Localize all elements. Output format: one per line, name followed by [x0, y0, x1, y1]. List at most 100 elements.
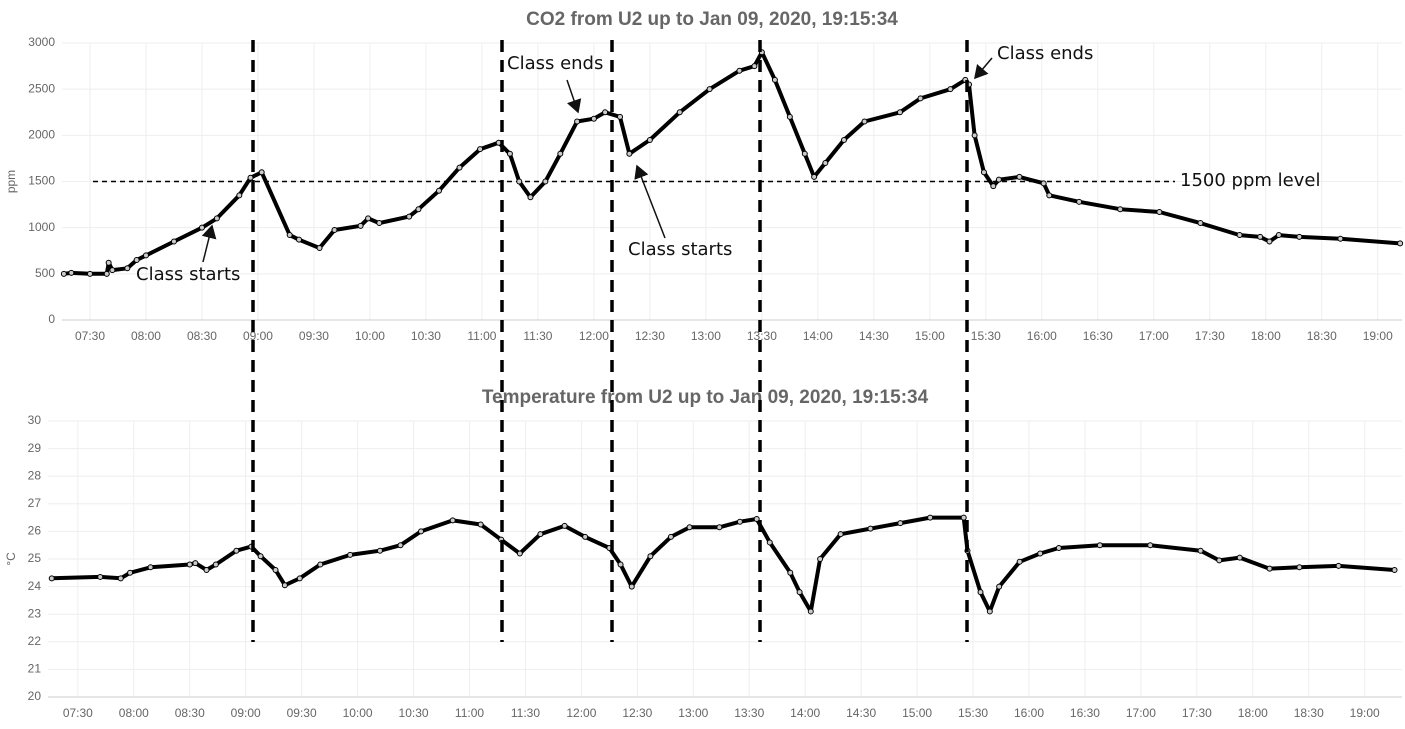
- data-point: [771, 76, 778, 83]
- y-tick-label: 25: [28, 551, 42, 565]
- data-point: [1037, 550, 1044, 557]
- data-point: [105, 259, 112, 266]
- data-point: [561, 522, 568, 529]
- data-point: [817, 556, 824, 562]
- data-point: [296, 575, 303, 582]
- x-tick-label: 15:00: [915, 329, 945, 343]
- data-point: [807, 608, 814, 615]
- data-point: [316, 244, 323, 251]
- data-point: [1096, 542, 1103, 549]
- arrow: [201, 224, 217, 263]
- data-point: [590, 115, 597, 122]
- data-point: [1016, 173, 1023, 180]
- data-point: [811, 173, 818, 180]
- data-point: [960, 514, 967, 521]
- data-point: [435, 187, 442, 194]
- data-point: [357, 222, 364, 229]
- x-tick-label: 10:00: [355, 329, 385, 343]
- data-point: [786, 113, 793, 120]
- data-point: [48, 575, 55, 582]
- x-tick-label: 16:30: [1083, 329, 1113, 343]
- data-point: [331, 226, 338, 233]
- data-point: [103, 270, 110, 277]
- data-point: [736, 67, 743, 74]
- x-tick-label: 11:00: [467, 329, 496, 343]
- data-point: [676, 109, 683, 116]
- x-tick-label: 07:30: [75, 329, 105, 343]
- data-point: [281, 582, 288, 589]
- data-point: [406, 213, 413, 220]
- y-tick-label: 1500: [28, 174, 55, 188]
- data-point: [516, 178, 523, 185]
- x-tick-label: 13:30: [747, 329, 777, 343]
- x-tick-label: 14:30: [859, 329, 889, 343]
- data-point: [837, 531, 844, 538]
- data-point: [213, 215, 220, 222]
- data-point: [109, 267, 116, 274]
- data-point: [418, 528, 425, 535]
- data-point: [347, 551, 354, 558]
- x-tick-label: 16:00: [1014, 706, 1044, 720]
- data-point: [365, 215, 372, 222]
- data-point: [796, 589, 803, 596]
- data-point: [647, 553, 654, 560]
- data-point: [995, 176, 1002, 183]
- x-tick-label: 15:30: [971, 329, 1001, 343]
- data-point: [574, 118, 581, 125]
- x-tick-label: 08:00: [131, 329, 161, 343]
- data-point: [1296, 233, 1303, 240]
- data-point: [506, 150, 513, 157]
- x-tick-label: 17:00: [1139, 329, 1169, 343]
- data-point: [170, 238, 177, 245]
- data-point: [236, 192, 243, 199]
- data-point: [527, 194, 534, 201]
- data-point: [896, 109, 903, 116]
- data-point: [617, 113, 624, 120]
- data-point: [1117, 206, 1124, 213]
- x-tick-label: 08:30: [187, 329, 217, 343]
- data-point: [397, 542, 404, 549]
- class-lines: [251, 40, 969, 642]
- data-point: [1397, 240, 1404, 247]
- data-point: [1296, 564, 1303, 571]
- x-tick-label: 18:30: [1294, 706, 1324, 720]
- y-tick-label: 24: [28, 579, 42, 593]
- data-point: [646, 136, 653, 143]
- data-point: [97, 573, 104, 580]
- data-point: [1156, 208, 1163, 215]
- data-point: [971, 132, 978, 139]
- annotation: Class starts: [628, 239, 732, 260]
- data-point: [376, 220, 383, 227]
- data-point: [990, 183, 997, 190]
- data-point: [861, 118, 868, 125]
- y-axis-label: ppm: [4, 170, 18, 193]
- data-point: [1076, 198, 1083, 205]
- y-tick-label: 27: [28, 496, 42, 510]
- data-point: [617, 561, 624, 568]
- x-tick-label: 13:00: [678, 706, 708, 720]
- data-point: [801, 150, 808, 157]
- x-tick-label: 11:30: [511, 706, 540, 720]
- data-point: [867, 525, 874, 532]
- x-tick-label: 18:30: [1307, 329, 1337, 343]
- data-point: [537, 531, 544, 538]
- data-point: [247, 174, 254, 181]
- plots: CO2 from U2 up to Jan 09, 2020, 19:15:34…: [4, 9, 1404, 720]
- data-line: [63, 50, 1401, 276]
- chart-title: CO2 from U2 up to Jan 09, 2020, 19:15:34: [526, 9, 898, 30]
- data-point: [1055, 544, 1062, 551]
- x-tick-label: 16:00: [1027, 329, 1057, 343]
- data-point: [1236, 232, 1243, 239]
- x-tick-label: 13:00: [691, 329, 721, 343]
- data-point: [706, 86, 713, 93]
- data-point: [60, 270, 67, 277]
- annotation: 1500 ppm level: [1180, 170, 1320, 191]
- x-tick-label: 07:30: [63, 706, 93, 720]
- x-tick-label: 17:30: [1182, 706, 1212, 720]
- y-tick-label: 3000: [28, 35, 55, 49]
- data-point: [686, 524, 693, 531]
- data-point: [317, 561, 324, 568]
- data-point: [1197, 547, 1204, 554]
- data-point: [1266, 565, 1273, 572]
